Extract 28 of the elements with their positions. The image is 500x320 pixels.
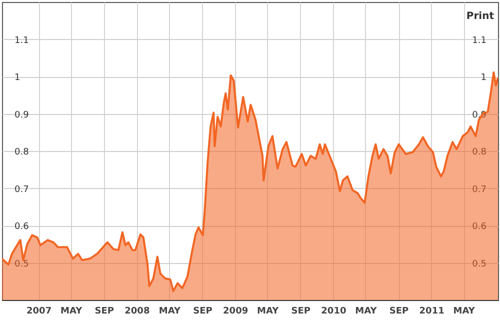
x-tick-label: 2009 xyxy=(223,306,248,316)
y2-tick-label: 1 xyxy=(480,73,486,83)
x-tick-label: SEP xyxy=(389,306,410,316)
x-tick-label: MAY xyxy=(257,306,280,316)
y2-tick-label: 0.5 xyxy=(472,259,486,270)
x-tick-label: 2010 xyxy=(321,306,346,316)
y2-tick-label: 1.1 xyxy=(472,36,486,46)
y-tick-label: 1.1 xyxy=(14,36,29,46)
y-tick-label: 0.9 xyxy=(14,110,30,120)
x-tick-label: 2008 xyxy=(124,306,150,316)
y-tick-label: 0.8 xyxy=(14,148,30,158)
x-tick-label: SEP xyxy=(94,306,114,316)
annotation: Print xyxy=(466,11,494,22)
x-tick-label: SEP xyxy=(291,306,311,316)
y-tick-label: 0.6 xyxy=(14,222,30,232)
y2-tick-label: 0.7 xyxy=(472,184,486,195)
y-tick-label: 1 xyxy=(14,73,20,83)
x-tick-label: SEP xyxy=(193,306,213,316)
x-tick-label: MAY xyxy=(158,306,181,316)
x-tick-label: MAY xyxy=(355,306,378,316)
y-tick-label: 0.7 xyxy=(14,184,29,195)
y2-tick-label: 0.8 xyxy=(472,148,487,158)
y-tick-label: 0.5 xyxy=(14,259,29,270)
y2-tick-label: 0.6 xyxy=(472,222,487,232)
x-tick-label: 2011 xyxy=(419,306,444,316)
x-tick-label: MAY xyxy=(60,306,83,316)
x-tick-label: 2007 xyxy=(26,306,52,316)
x-tick-label: MAY xyxy=(453,306,476,316)
